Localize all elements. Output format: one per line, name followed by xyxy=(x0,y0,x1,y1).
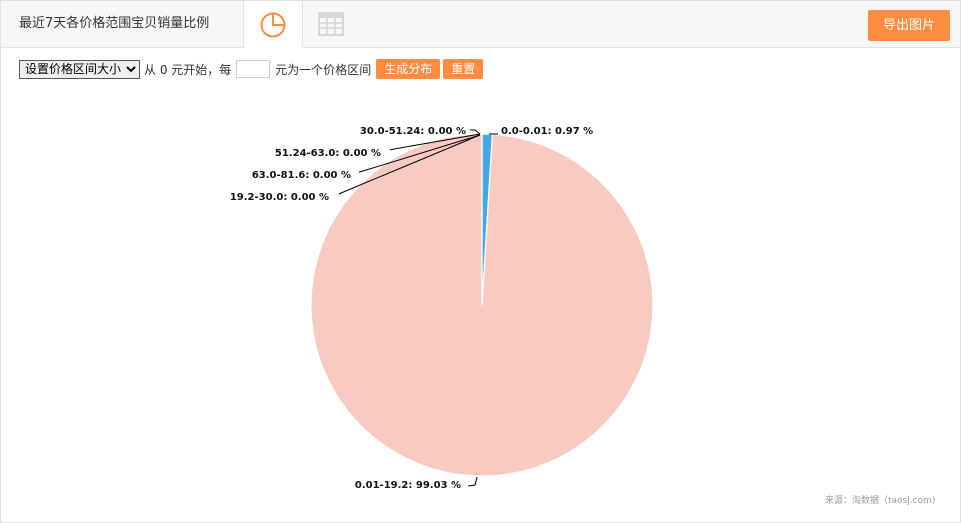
slice-label-30.0-51.24: 30.0-51.24: 0.00 % xyxy=(360,126,466,137)
reset-button[interactable]: 重置 xyxy=(443,59,484,79)
slice-label-0.0-0.01: 0.0-0.01: 0.97 % xyxy=(501,126,593,137)
slice-label-63.0-81.6: 63.0-81.6: 0.00 % xyxy=(252,170,351,181)
panel-title: 最近7天各价格范围宝贝销量比例 xyxy=(19,16,210,31)
pie-chart-icon xyxy=(260,12,286,37)
from-label: 从 0 元开始，每 xyxy=(144,62,232,77)
interval-input[interactable] xyxy=(236,60,271,78)
export-image-button[interactable]: 导出图片 xyxy=(868,10,950,41)
slice-label-51.24-63.0: 51.24-63.0: 0.00 % xyxy=(275,148,381,159)
slice-label-19.2-30.0: 19.2-30.0: 0.00 % xyxy=(230,192,329,203)
label-connector-19.2-30.0 xyxy=(338,134,481,195)
panel-header: 最近7天各价格范围宝贝销量比例 导出图片 xyxy=(1,1,960,48)
label-connector-0.01-19.2 xyxy=(467,476,478,487)
generate-distribution-button[interactable]: 生成分布 xyxy=(376,59,441,79)
label-connector-30.0-51.24 xyxy=(470,129,481,135)
tab-pie-view[interactable] xyxy=(243,1,303,48)
source-credit: 来源：淘数据（taosj.com) xyxy=(825,496,936,506)
pie-slice-0.01-19.2[interactable] xyxy=(310,133,654,477)
slice-label-0.01-19.2: 0.01-19.2: 99.03 % xyxy=(355,480,461,491)
to-label: 元为一个价格区间 xyxy=(275,62,372,77)
label-connector-63.0-81.6 xyxy=(358,134,481,173)
interval-controls: 设置价格区间大小 从 0 元开始，每 元为一个价格区间 生成分布 重置 xyxy=(19,59,484,79)
table-icon xyxy=(318,12,344,36)
tab-table-view[interactable] xyxy=(302,1,360,47)
interval-size-select[interactable]: 设置价格区间大小 xyxy=(19,59,140,79)
label-connector-51.24-63.0 xyxy=(389,133,481,151)
